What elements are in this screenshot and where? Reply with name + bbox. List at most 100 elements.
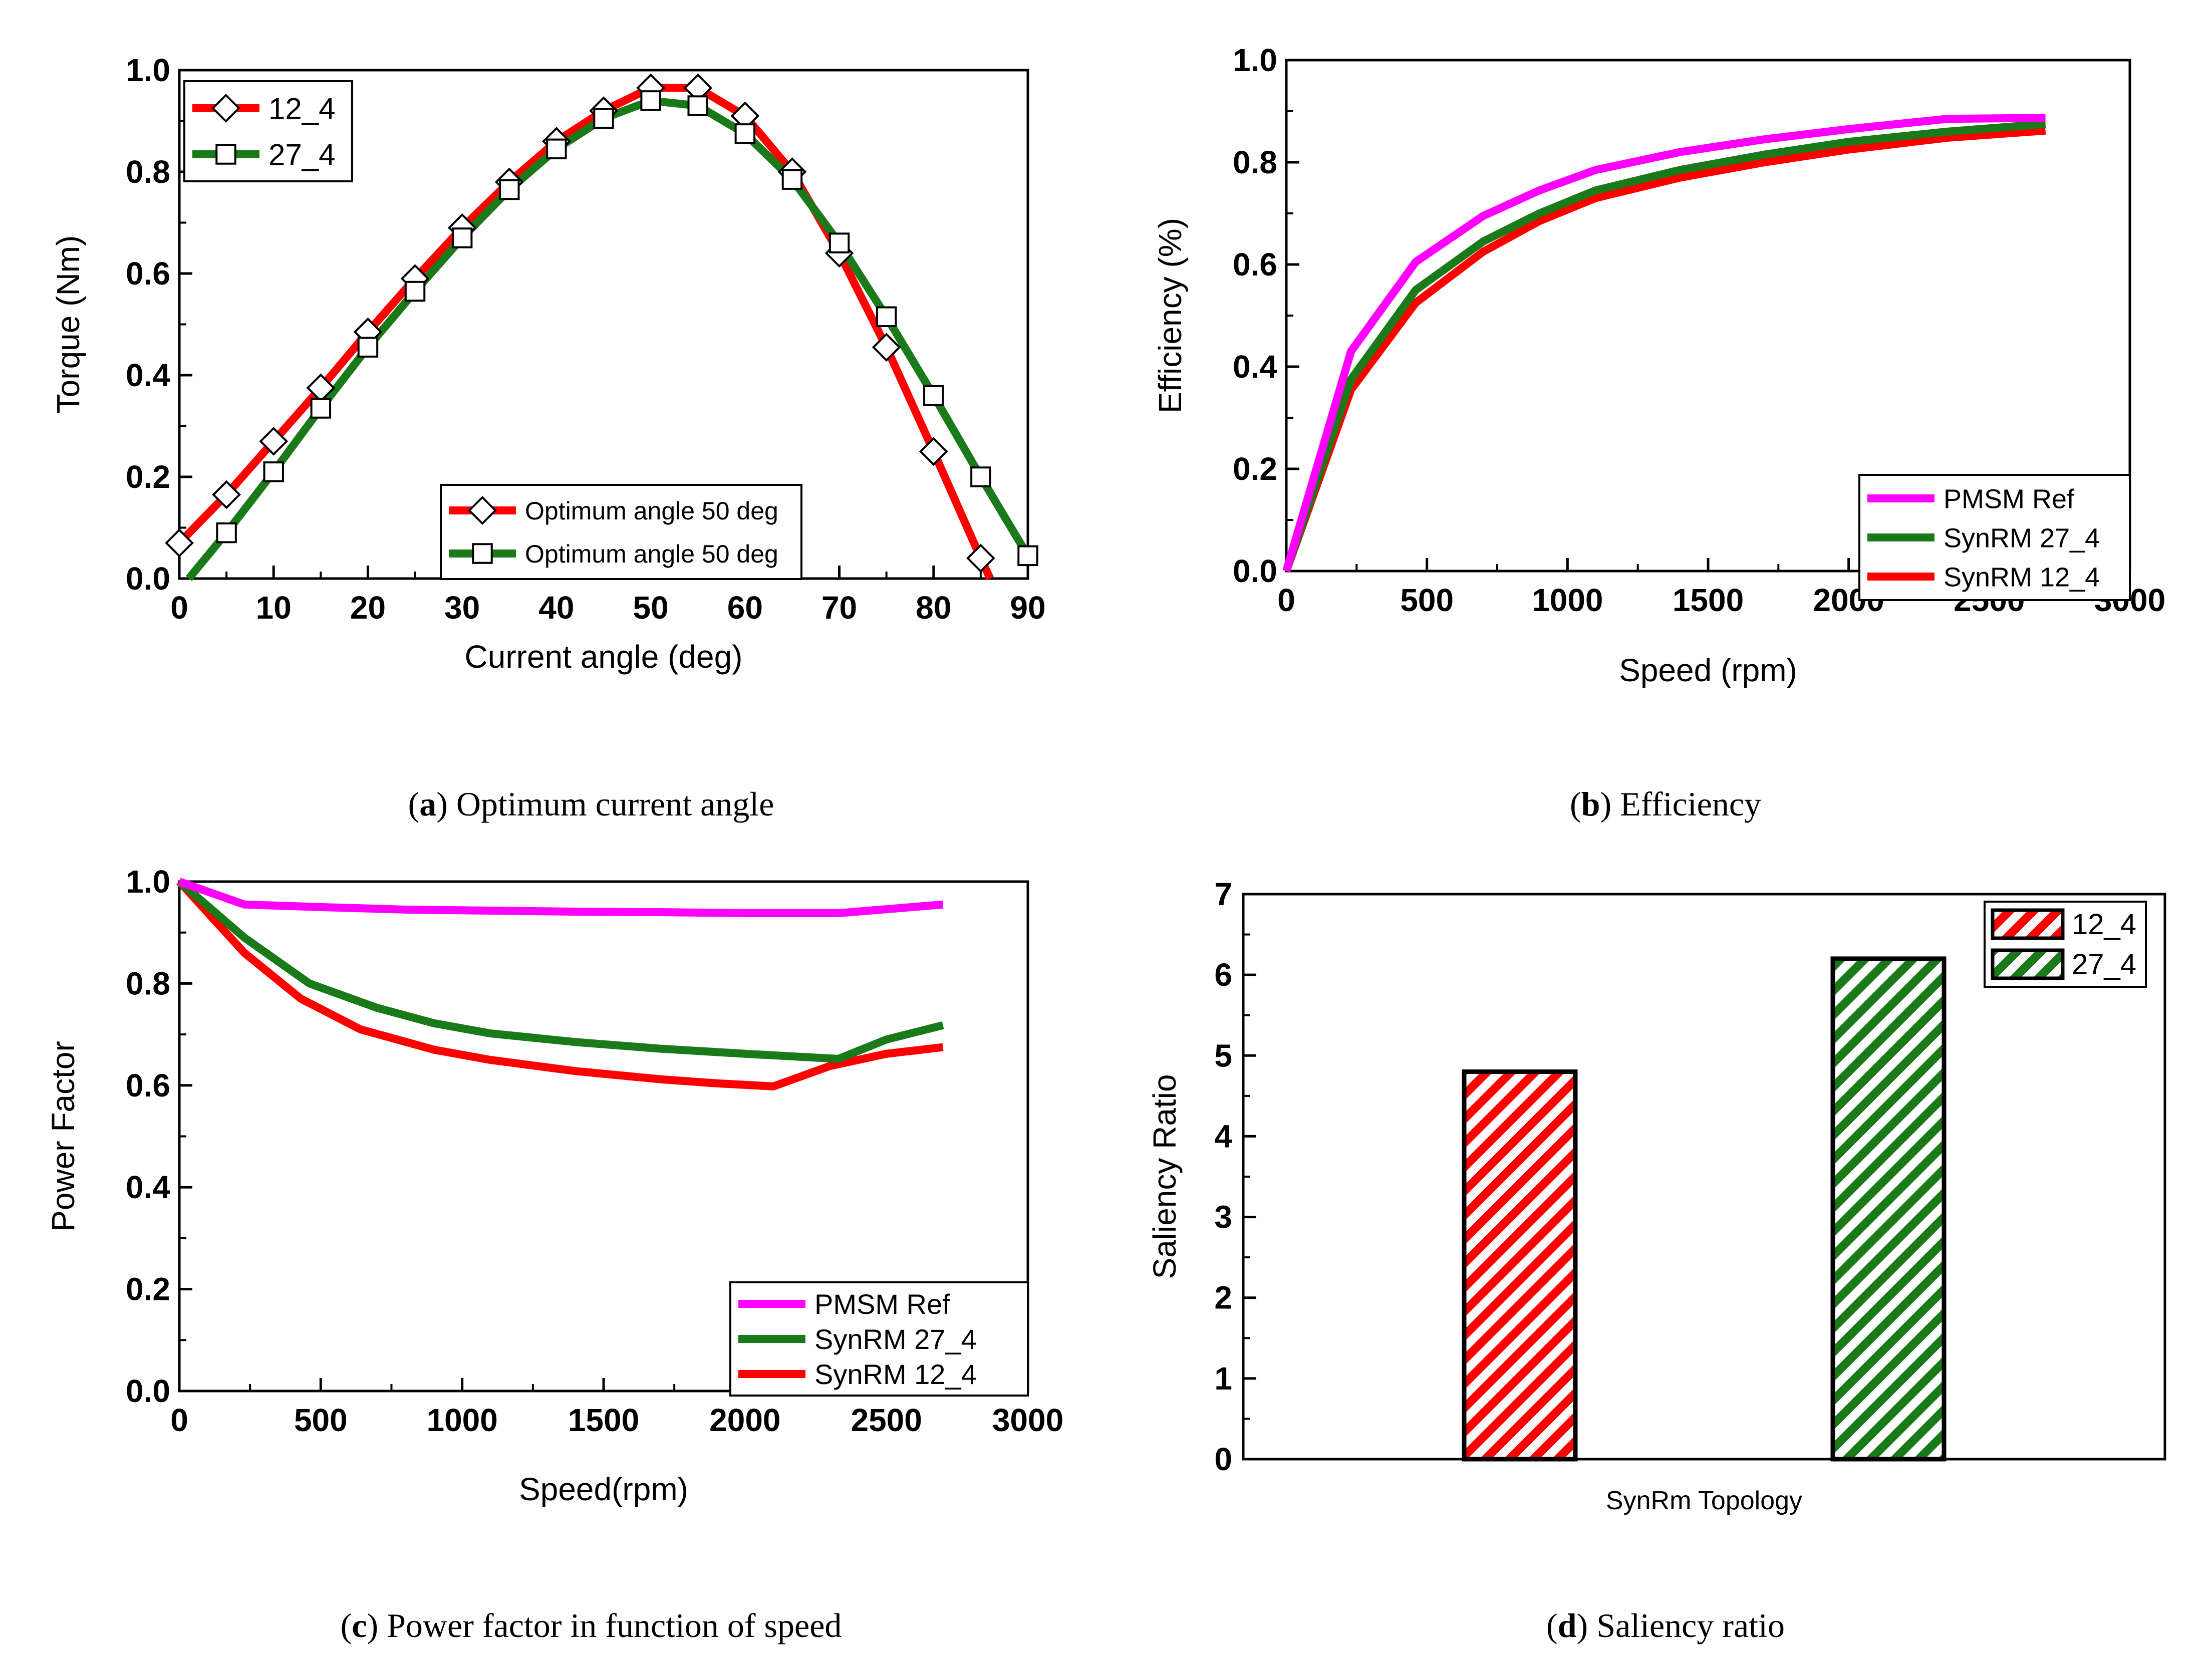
legend-label: PMSM Ref bbox=[1944, 484, 2075, 514]
legend-label: SynRM 12_4 bbox=[814, 1358, 977, 1390]
y-tick-label: 0.6 bbox=[126, 255, 170, 292]
x-tick-label: 20 bbox=[350, 590, 386, 626]
x-tick-label: 0 bbox=[170, 590, 188, 626]
data-point-27_4 bbox=[828, 232, 850, 253]
legend-swatch bbox=[1991, 948, 2065, 980]
series-line-SynRM 12_4 bbox=[1282, 126, 2046, 573]
y-tick-label: 0.0 bbox=[126, 561, 170, 597]
series-line-PMSM Ref bbox=[1282, 114, 2046, 573]
bar-12_4 bbox=[1462, 1069, 1578, 1462]
y-tick-label: 0.0 bbox=[1233, 553, 1277, 589]
y-tick-label: 0.8 bbox=[126, 154, 170, 190]
legend-label: Optimum angle 50 deg bbox=[525, 497, 778, 525]
y-axis-label: Efficiency (%) bbox=[1152, 218, 1188, 413]
data-point-27_4 bbox=[970, 466, 991, 487]
x-axis-label: Current angle (deg) bbox=[465, 639, 743, 675]
legend-marker bbox=[468, 496, 497, 525]
data-point-27_4 bbox=[1017, 545, 1038, 567]
x-tick-label: 50 bbox=[633, 590, 669, 626]
x-tick-label: 70 bbox=[821, 590, 857, 626]
data-point-27_4 bbox=[499, 179, 520, 200]
x-tick-label: 1500 bbox=[1673, 582, 1744, 618]
legend-box bbox=[440, 484, 802, 580]
legend-box bbox=[183, 80, 353, 182]
x-axis-label: Speed(rpm) bbox=[519, 1471, 688, 1507]
y-tick-label: 1.0 bbox=[126, 52, 170, 88]
panel-b: 0.00.20.40.60.81.00500100015002000250030… bbox=[1152, 42, 2165, 688]
data-point-27_4 bbox=[357, 337, 379, 358]
x-tick-label: 3000 bbox=[992, 1402, 1063, 1438]
data-point-27_4 bbox=[876, 306, 897, 327]
caption-a: (a) Optimum current angle bbox=[408, 785, 774, 823]
x-tick-label: 1500 bbox=[568, 1402, 639, 1438]
y-tick-label: 1.0 bbox=[126, 864, 170, 900]
x-axis-label: SynRm Topology bbox=[1606, 1486, 1802, 1515]
series-line-SynRM 27_4 bbox=[1282, 120, 2046, 573]
data-point-27_4 bbox=[640, 90, 661, 111]
legend-label: 27_4 bbox=[2072, 948, 2136, 981]
x-tick-label: 1000 bbox=[426, 1402, 497, 1438]
legend-label: 12_4 bbox=[268, 92, 335, 126]
data-point-12_4 bbox=[259, 427, 289, 456]
legend-marker bbox=[215, 144, 236, 165]
data-point-12_4 bbox=[919, 437, 948, 466]
y-tick-label: 0.4 bbox=[126, 357, 170, 393]
y-axis-label: Torque (Nm) bbox=[50, 235, 86, 414]
data-point-12_4 bbox=[872, 333, 901, 362]
data-point-27_4 bbox=[923, 385, 944, 406]
x-tick-label: 80 bbox=[916, 590, 951, 626]
y-tick-label: 0.8 bbox=[126, 965, 170, 1001]
data-point-27_4 bbox=[263, 461, 284, 482]
y-tick-label: 1.0 bbox=[1233, 42, 1277, 78]
legend-label: Optimum angle 50 deg bbox=[525, 540, 778, 568]
data-point-27_4 bbox=[781, 169, 803, 190]
y-tick-label: 0.2 bbox=[1233, 451, 1277, 487]
data-point-27_4 bbox=[310, 398, 332, 419]
y-tick-label: 0 bbox=[1214, 1441, 1232, 1477]
x-tick-label: 2000 bbox=[709, 1402, 780, 1438]
y-tick-label: 6 bbox=[1214, 957, 1232, 993]
y-tick-label: 4 bbox=[1214, 1118, 1232, 1154]
legend-marker bbox=[211, 94, 240, 123]
series-line-SynRM 12_4 bbox=[176, 879, 944, 1090]
x-tick-label: 60 bbox=[727, 590, 763, 626]
y-tick-label: 0.4 bbox=[126, 1169, 170, 1205]
legend-swatch bbox=[1991, 908, 2065, 940]
x-axis-label: Speed (rpm) bbox=[1619, 652, 1797, 688]
x-tick-label: 90 bbox=[1010, 590, 1045, 626]
y-tick-label: 3 bbox=[1214, 1199, 1232, 1235]
legend-label: 12_4 bbox=[2072, 908, 2136, 941]
legend-marker bbox=[472, 543, 493, 564]
x-tick-label: 500 bbox=[294, 1402, 348, 1438]
data-point-27_4 bbox=[687, 95, 708, 116]
data-point-27_4 bbox=[216, 522, 237, 543]
series-line-SynRM 27_4 bbox=[176, 878, 944, 1063]
caption-c: (c) Power factor in function of speed bbox=[341, 1606, 842, 1644]
panel-d: 0 1 2 3 4 5 6 7 SynRm Topology Saliency Ratio 12_4… bbox=[1147, 876, 2166, 1515]
bar-27_4 bbox=[1830, 956, 1947, 1462]
panel-a: 0.0 0.2 0.4 0.6 0.8 1.0 0 10 20 30 40 50 60 70 80 90 Cur… bbox=[50, 52, 1046, 675]
x-tick-label: 10 bbox=[256, 590, 292, 626]
y-tick-label: 0.6 bbox=[1233, 246, 1277, 283]
y-tick-label: 0.0 bbox=[126, 1373, 170, 1409]
series-line-PMSM Ref bbox=[178, 878, 944, 918]
y-tick-label: 0.2 bbox=[126, 459, 170, 495]
x-tick-label: 30 bbox=[444, 590, 480, 626]
x-tick-label: 1000 bbox=[1532, 582, 1603, 618]
caption-d: (d) Saliency ratio bbox=[1546, 1606, 1785, 1644]
y-tick-label: 0.2 bbox=[126, 1271, 170, 1307]
data-point-27_4 bbox=[451, 227, 473, 248]
x-tick-label: 0 bbox=[170, 1402, 188, 1438]
data-point-27_4 bbox=[404, 281, 426, 302]
y-tick-label: 0.8 bbox=[1233, 144, 1277, 180]
y-axis-label: Saliency Ratio bbox=[1147, 1074, 1183, 1279]
legend-label: SynRM 12_4 bbox=[1944, 562, 2100, 592]
x-tick-label: 40 bbox=[538, 590, 574, 626]
caption-b: (b) Efficiency bbox=[1570, 785, 1761, 823]
x-tick-label: 500 bbox=[1400, 582, 1454, 618]
legend-label: SynRM 27_4 bbox=[814, 1323, 977, 1355]
y-tick-label: 5 bbox=[1214, 1037, 1232, 1073]
x-tick-label: 0 bbox=[1277, 582, 1295, 618]
x-tick-label: 2500 bbox=[851, 1402, 922, 1438]
y-axis-label: Power Factor bbox=[45, 1041, 81, 1232]
